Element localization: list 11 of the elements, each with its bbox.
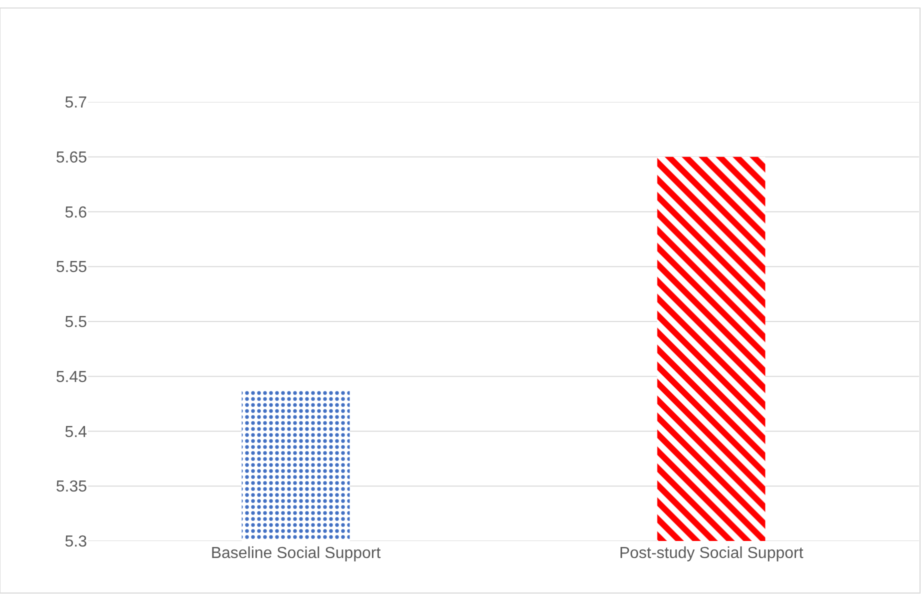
y-tick-label: 5.35 — [56, 478, 88, 496]
y-tick-label: 5.6 — [64, 204, 88, 222]
y-tick-label: 5.3 — [64, 534, 88, 551]
y-tick-label: 5.55 — [56, 259, 88, 276]
x-tick-label: Post-study Social Support — [619, 545, 804, 562]
y-tick-label: 5.7 — [64, 94, 88, 112]
y-tick-label: 5.4 — [64, 424, 88, 441]
y-tick-label: 5.45 — [56, 368, 88, 386]
y-tick-label: 5.5 — [64, 314, 88, 332]
x-tick-label: Baseline Social Support — [210, 545, 382, 562]
y-tick-label: 5.65 — [56, 149, 88, 166]
